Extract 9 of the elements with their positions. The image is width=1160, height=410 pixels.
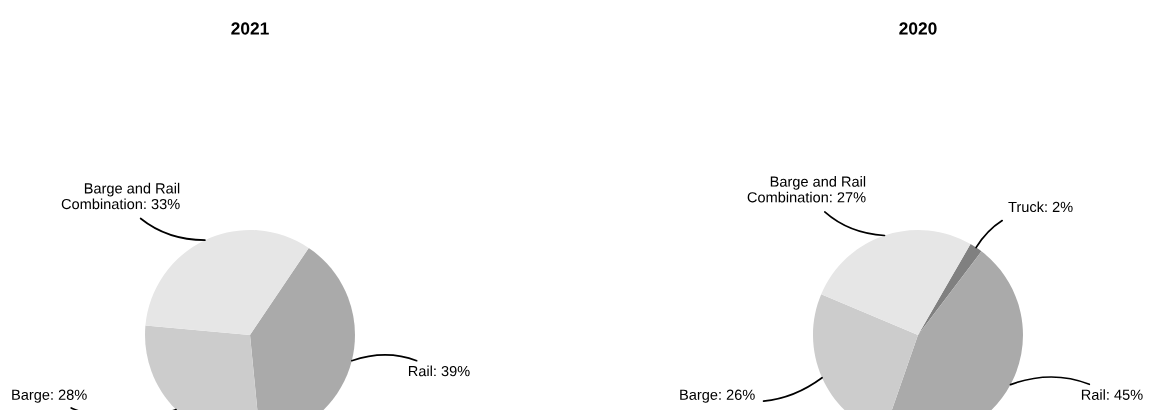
- slice-label: Barge and Rail Combination: 33%: [61, 182, 180, 210]
- slice-label: Barge and Rail Combination: 27%: [747, 176, 866, 203]
- slice-label: Barge: 26%: [680, 389, 755, 403]
- slice-label: Rail: 39%: [408, 365, 470, 377]
- slice-label: Rail: 45%: [1081, 389, 1143, 400]
- chart-title: 2020: [899, 22, 937, 35]
- chart-title: 2021: [231, 22, 269, 35]
- slice-label: Barge: 28%: [12, 389, 87, 403]
- slice-label: Truck: 2%: [1008, 201, 1073, 213]
